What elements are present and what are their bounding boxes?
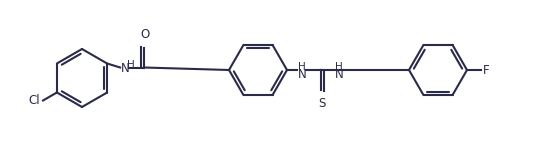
Text: H: H: [335, 62, 343, 72]
Text: O: O: [140, 28, 150, 40]
Text: Cl: Cl: [29, 94, 40, 107]
Text: S: S: [318, 97, 326, 110]
Text: N: N: [335, 67, 344, 81]
Text: F: F: [483, 64, 490, 76]
Text: N: N: [298, 67, 307, 81]
Text: N: N: [121, 62, 130, 75]
Text: H: H: [298, 62, 306, 72]
Text: H: H: [127, 59, 135, 69]
